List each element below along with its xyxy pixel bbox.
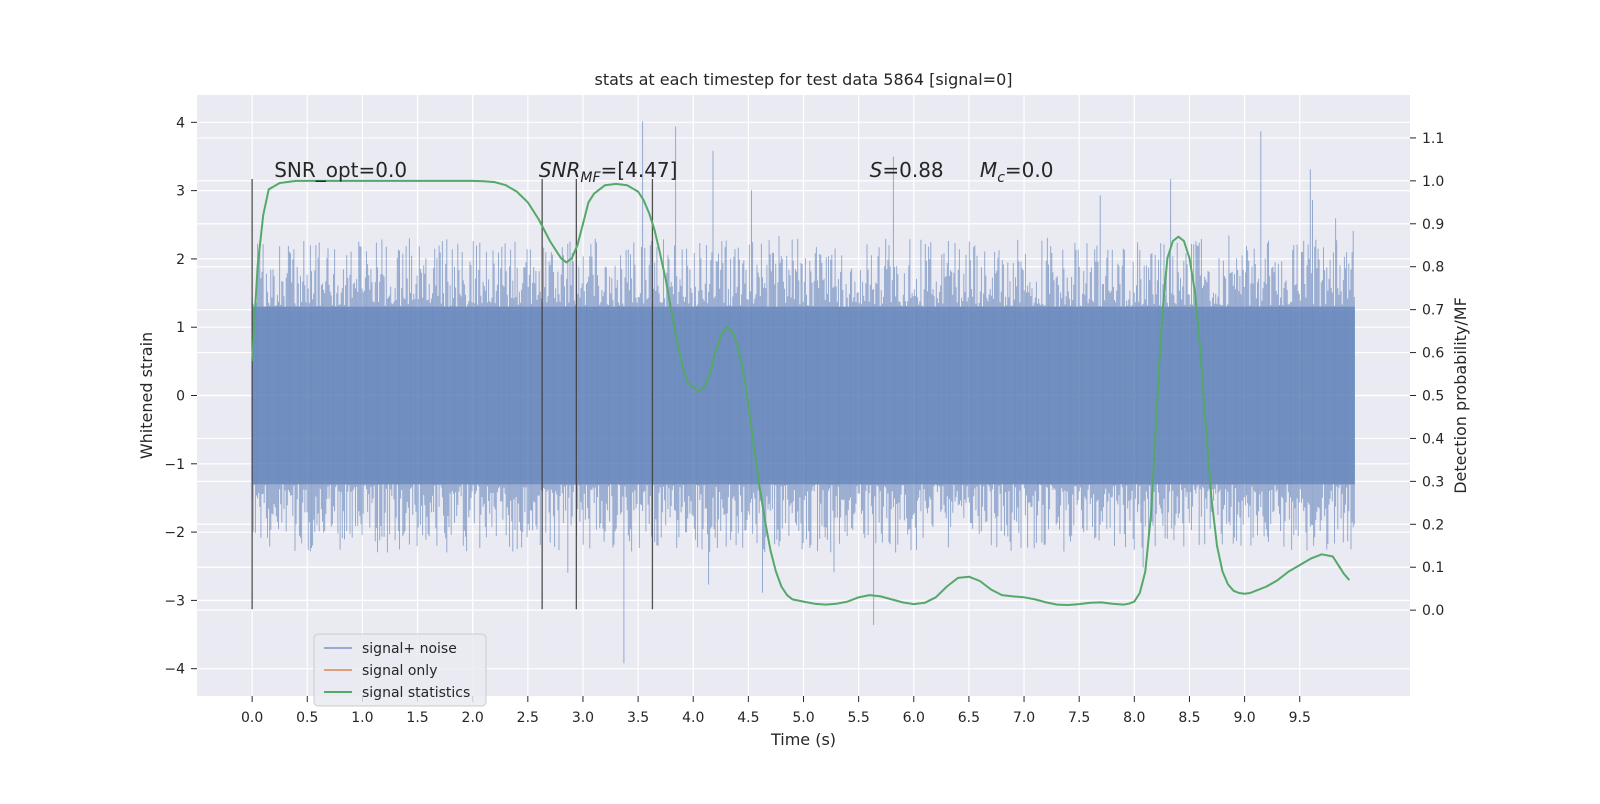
x-tick-label-7: 3.5 (627, 710, 649, 726)
x-tick-label-10: 5.0 (792, 710, 814, 726)
y-right-tick-label-0: 0.0 (1422, 603, 1444, 619)
x-tick-label-16: 8.0 (1123, 710, 1145, 726)
x-axis-title: Time (s) (770, 730, 836, 749)
y-right-tick-label-3: 0.3 (1422, 474, 1444, 490)
legend-label-noise: signal+ noise (362, 641, 457, 657)
x-tick-label-2: 1.0 (351, 710, 373, 726)
x-tick-label-17: 8.5 (1178, 710, 1200, 726)
y-right-tick-label-2: 0.2 (1422, 517, 1444, 533)
x-tick-label-8: 4.0 (682, 710, 704, 726)
statistics-trace (251, 179, 1351, 606)
legend-label-statistics: signal statistics (362, 685, 470, 701)
x-tick-label-19: 9.5 (1289, 710, 1311, 726)
y-left-tick-label-4: 0 (176, 389, 185, 405)
x-tick-label-9: 4.5 (737, 710, 759, 726)
x-tick-label-13: 6.5 (958, 710, 980, 726)
x-tick-label-5: 2.5 (517, 710, 539, 726)
x-tick-label-15: 7.5 (1068, 710, 1090, 726)
y-right-tick-label-9: 0.9 (1422, 217, 1444, 233)
x-tick-label-18: 9.0 (1233, 710, 1255, 726)
annotation-mc-value: Mc=0.0 (980, 158, 1054, 186)
x-tick-label-3: 1.5 (406, 710, 428, 726)
legend: signal+ noise signal only signal statist… (313, 633, 487, 707)
y-ticks-right: 0.0 0.1 0.2 0.3 0.4 0.5 0.6 0.7 0.8 0.9 1.0 1.1 (1410, 131, 1444, 619)
y-right-tick-label-1: 0.1 (1422, 560, 1444, 576)
annotation-snr-mf: SNRMF=[4.47] (539, 158, 678, 186)
y-right-tick-label-10: 1.0 (1422, 174, 1444, 190)
y-ticks-left: −4 −3 −2 −1 0 1 2 3 4 (164, 115, 197, 678)
x-tick-label-6: 3.0 (572, 710, 594, 726)
y-left-tick-label-7: 3 (176, 184, 185, 200)
x-tick-label-12: 6.0 (903, 710, 925, 726)
y-left-tick-label-6: 2 (176, 252, 185, 268)
annotation-s-value: S=0.88 (870, 158, 944, 182)
chart-title: stats at each timestep for test data 586… (594, 70, 1012, 89)
y-right-tick-label-5: 0.5 (1422, 389, 1444, 405)
annotation-snr-opt: SNR_opt=0.0 (274, 158, 407, 182)
y-right-tick-label-4: 0.4 (1422, 431, 1444, 447)
y-right-tick-label-11: 1.1 (1422, 131, 1444, 147)
x-tick-label-1: 0.5 (296, 710, 318, 726)
y-left-tick-label-5: 1 (176, 320, 185, 336)
y-right-tick-label-6: 0.6 (1422, 346, 1444, 362)
y-right-tick-label-7: 0.7 (1422, 303, 1444, 319)
legend-box (313, 633, 487, 707)
x-ticks: 0.0 0.5 1.0 1.5 2.0 2.5 3.0 3.5 4.0 4.5 5.0 5.5 6.0 6… (241, 696, 1311, 726)
y-left-tick-label-1: −3 (164, 593, 185, 609)
y-left-tick-label-0: −4 (164, 662, 185, 678)
legend-label-signal-only: signal only (362, 663, 437, 679)
noise-trace (251, 121, 1355, 664)
x-tick-label-11: 5.5 (848, 710, 870, 726)
y-axis-title-left: Whitened strain (137, 332, 156, 459)
y-left-tick-label-8: 4 (176, 115, 185, 131)
marker-lines (251, 179, 654, 610)
annotations: SNR_opt=0.0 SNRMF=[4.47] S=0.88 Mc=0.0 (274, 158, 1053, 186)
y-axis-title-right: Detection probability/MF (1451, 297, 1470, 494)
x-tick-label-14: 7.0 (1013, 710, 1035, 726)
y-right-tick-label-8: 0.8 (1422, 260, 1444, 276)
x-tick-label-4: 2.0 (462, 710, 484, 726)
x-tick-label-0: 0.0 (241, 710, 263, 726)
statistics-line (251, 179, 1351, 606)
y-left-tick-label-2: −2 (164, 525, 185, 541)
y-left-tick-label-3: −1 (164, 457, 185, 473)
